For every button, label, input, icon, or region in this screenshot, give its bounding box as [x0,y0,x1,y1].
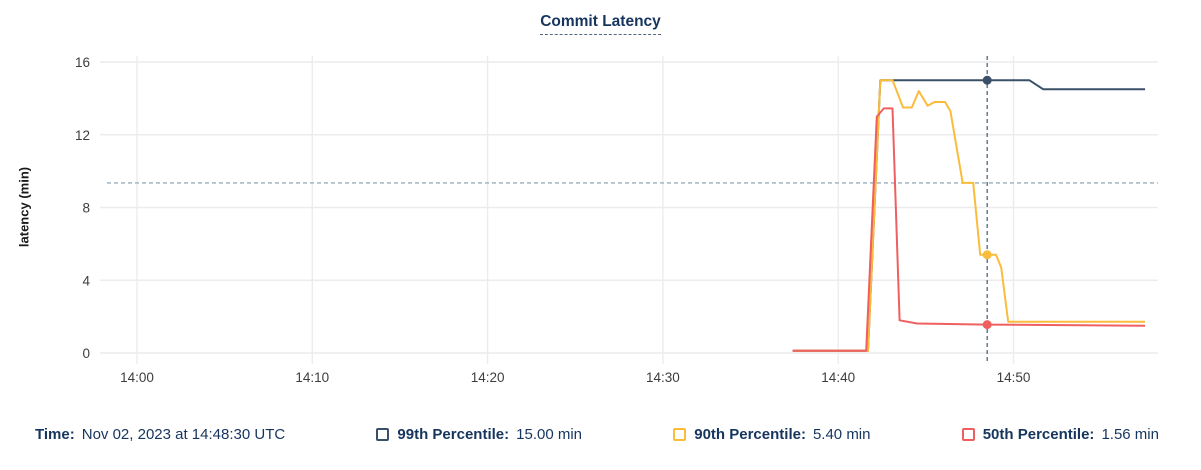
time-value: Nov 02, 2023 at 14:48:30 UTC [81,426,286,443]
y-tick-label: 0 [82,346,90,361]
chart-title[interactable]: Commit Latency [540,13,661,35]
legend-value-50th: 1.56 min [1101,426,1159,443]
legend-label-99th: 99th Percentile: [397,426,510,443]
legend-label-90th: 90th Percentile: [694,426,806,443]
x-tick-label: 14:20 [471,370,505,385]
chart-title-row: Commit Latency [0,13,1201,35]
cursor-marker-90th [982,250,992,260]
chart-legend: Time: Nov 02, 2023 at 14:48:30 UTC 99th … [35,426,1159,443]
latency-chart-canvas[interactable]: 0 4 8 12 16 14:00 14:10 14:20 14:30 14:40 14:50 [0,0,1201,415]
cursor-time-readout: Time: Nov 02, 2023 at 14:48:30 UTC [35,426,285,443]
cursor-marker-50th [982,320,992,330]
series-line-90th [792,79,1145,352]
x-tick-label: 14:10 [295,370,329,385]
legend-label-50th: 50th Percentile: [982,426,1095,443]
x-tick-label: 14:30 [646,370,680,385]
y-tick-label: 8 [82,201,90,216]
time-label: Time: [35,426,75,443]
x-tick-label: 14:00 [120,370,154,385]
legend-value-99th: 15.00 min [516,426,583,443]
legend-item-90th[interactable]: 90th Percentile: 5.40 min [673,426,871,443]
y-tick-label: 16 [75,55,90,70]
legend-swatch-99th-icon [376,428,390,441]
series-line-50th [792,107,1146,352]
y-tick-label: 4 [82,273,90,288]
legend-item-99th[interactable]: 99th Percentile: 15.00 min [376,426,582,443]
legend-swatch-50th-icon [961,428,975,441]
legend-value-90th: 5.40 min [812,426,871,443]
x-tick-label: 14:50 [997,370,1031,385]
cursor-marker-99th [982,75,992,85]
series-line-99th [792,79,1145,352]
y-tick-label: 12 [75,128,90,143]
x-tick-label: 14:40 [821,370,855,385]
legend-item-50th[interactable]: 50th Percentile: 1.56 min [961,426,1159,443]
legend-swatch-90th-icon [673,428,687,441]
